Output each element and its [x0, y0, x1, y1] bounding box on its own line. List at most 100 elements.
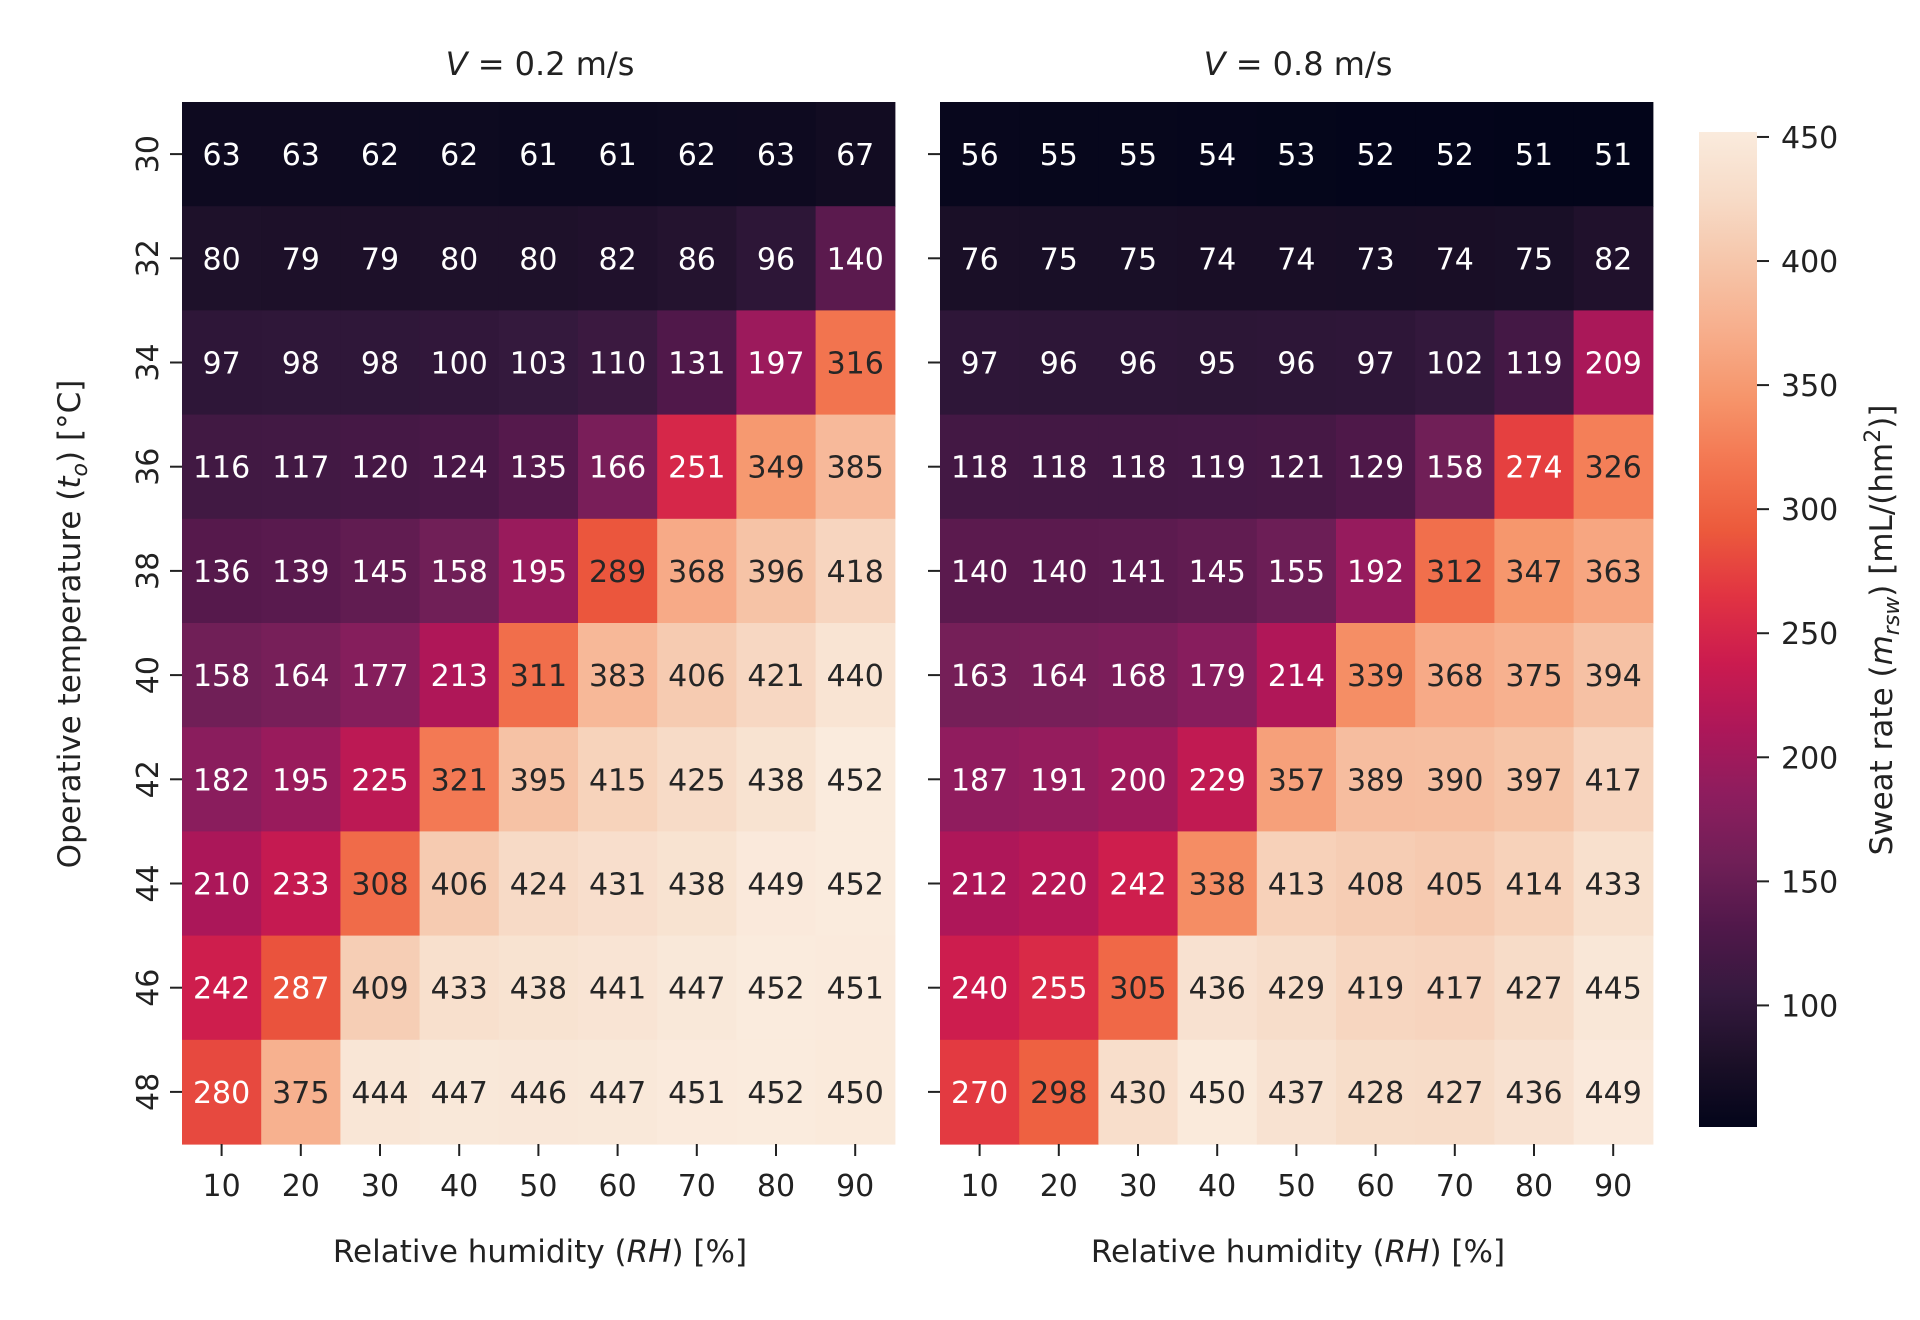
heatmap-cell: [1573, 623, 1654, 728]
cell-value-label: 158: [193, 659, 250, 694]
colorbar-label-var: m: [1864, 635, 1900, 665]
heatmap-cell: [340, 414, 421, 520]
heatmap-cell: [498, 831, 579, 937]
heatmap-cell: [1019, 518, 1099, 624]
cell-value-label: 187: [951, 763, 1008, 798]
cell-value-label: 182: [193, 763, 250, 798]
cell-value-label: 305: [1109, 972, 1166, 1007]
cell-value-label: 62: [678, 138, 716, 173]
cell-value-label: 80: [519, 242, 557, 277]
heatmap-cell: [736, 310, 817, 416]
x-tick-label: 90: [1594, 1169, 1632, 1204]
heatmap-cell: [1494, 623, 1575, 728]
cell-value-label: 179: [1189, 659, 1246, 694]
heatmap-cell: [1415, 102, 1495, 207]
cell-value-label: 129: [1347, 451, 1404, 486]
cell-value-label: 55: [1119, 138, 1157, 173]
cell-value-label: 447: [668, 972, 725, 1007]
heatmap-cell: [578, 831, 658, 937]
cell-value-label: 425: [668, 763, 725, 798]
heatmap-cell: [182, 1039, 262, 1145]
cell-value-label: 79: [361, 242, 399, 277]
x-tick-label: 60: [599, 1169, 637, 1204]
cell-value-label: 298: [1030, 1076, 1087, 1111]
cell-value-label: 445: [1585, 972, 1642, 1007]
colorbar-gradient: [1699, 132, 1757, 1127]
cell-value-label: 451: [668, 1076, 725, 1111]
heatmap-cell: [736, 102, 817, 207]
heatmap-cell: [340, 831, 421, 937]
heatmap-cell: [1336, 623, 1416, 728]
heatmap-cell: [261, 102, 341, 207]
cell-value-label: 209: [1585, 347, 1642, 382]
cell-value-label: 52: [1436, 138, 1474, 173]
x-tick-label: 70: [678, 1169, 716, 1204]
y-axis-label-post: ) [°C]: [52, 380, 88, 463]
heatmap-cell: [182, 831, 262, 937]
cell-value-label: 409: [351, 972, 408, 1007]
heatmap-cell: [1098, 727, 1179, 832]
heatmap-cell: [1494, 414, 1575, 520]
heatmap-cell: [1098, 935, 1179, 1041]
y-axis-label: Operative temperature (to) [°C]: [52, 380, 93, 869]
cell-value-label: 62: [361, 138, 399, 173]
x-axis-label-pre: Relative humidity (: [1091, 1234, 1385, 1270]
cell-value-label: 419: [1347, 972, 1404, 1007]
x-tick-label: 30: [1119, 1169, 1157, 1204]
heatmap-cell: [1177, 935, 1258, 1041]
cell-value-label: 396: [747, 555, 804, 590]
cell-value-label: 213: [431, 659, 488, 694]
cell-value-label: 363: [1585, 555, 1642, 590]
heatmap-cell: [815, 206, 896, 311]
heatmap-cell: [1494, 831, 1575, 937]
heatmap-cell: [1415, 727, 1495, 832]
heatmap-cell: [657, 518, 737, 624]
colorbar-label-sup: 2: [1861, 429, 1886, 443]
heatmap-cell: [1256, 831, 1337, 937]
heatmap-cell: [1019, 935, 1099, 1041]
heatmap-cell: [578, 1039, 658, 1145]
heatmap-cell: [578, 206, 658, 311]
heatmap-cell: [940, 518, 1020, 624]
cell-value-label: 418: [827, 555, 884, 590]
title-rest: = 0.2 m/s: [468, 45, 635, 83]
cell-value-label: 100: [431, 347, 488, 382]
heatmap-cell: [578, 727, 658, 832]
cell-value-label: 406: [668, 659, 725, 694]
heatmap-cell: [419, 102, 500, 207]
cell-value-label: 52: [1357, 138, 1395, 173]
heatmap-cell: [1177, 1039, 1258, 1145]
heatmap-cell: [940, 414, 1020, 520]
heatmap-cell: [419, 623, 500, 728]
heatmap-cell: [1415, 935, 1495, 1041]
panel-title: V = 0.8 m/s: [1204, 45, 1393, 83]
cell-value-label: 61: [519, 138, 557, 173]
cell-value-label: 63: [757, 138, 795, 173]
heatmap-cell: [419, 414, 500, 520]
heatmap-cell: [419, 935, 500, 1041]
heatmap-cell: [1177, 727, 1258, 832]
colorbar-tick-label: 250: [1781, 617, 1838, 652]
heatmap-cell: [815, 102, 896, 207]
cell-value-label: 242: [193, 972, 250, 1007]
cell-value-label: 375: [272, 1076, 329, 1111]
y-tick-label: 46: [131, 969, 166, 1007]
heatmap-cell: [578, 518, 658, 624]
cell-value-label: 449: [1585, 1076, 1642, 1111]
cell-value-label: 75: [1515, 242, 1553, 277]
cell-value-label: 321: [431, 763, 488, 798]
heatmap-cell: [815, 623, 896, 728]
heatmap-cell: [1256, 206, 1337, 311]
heatmap-cell: [1573, 518, 1654, 624]
cell-value-label: 140: [1030, 555, 1087, 590]
heatmap-cell: [419, 518, 500, 624]
colorbar-label: Sweat rate (mrsw) [mL/(hm2)]: [1861, 405, 1905, 856]
cell-value-label: 110: [589, 347, 646, 382]
heatmap-cell: [578, 310, 658, 416]
heatmap-cell: [657, 206, 737, 311]
cell-value-label: 192: [1347, 555, 1404, 590]
cell-value-label: 397: [1505, 763, 1562, 798]
cell-value-label: 55: [1040, 138, 1078, 173]
heatmap-cell: [1415, 310, 1495, 416]
